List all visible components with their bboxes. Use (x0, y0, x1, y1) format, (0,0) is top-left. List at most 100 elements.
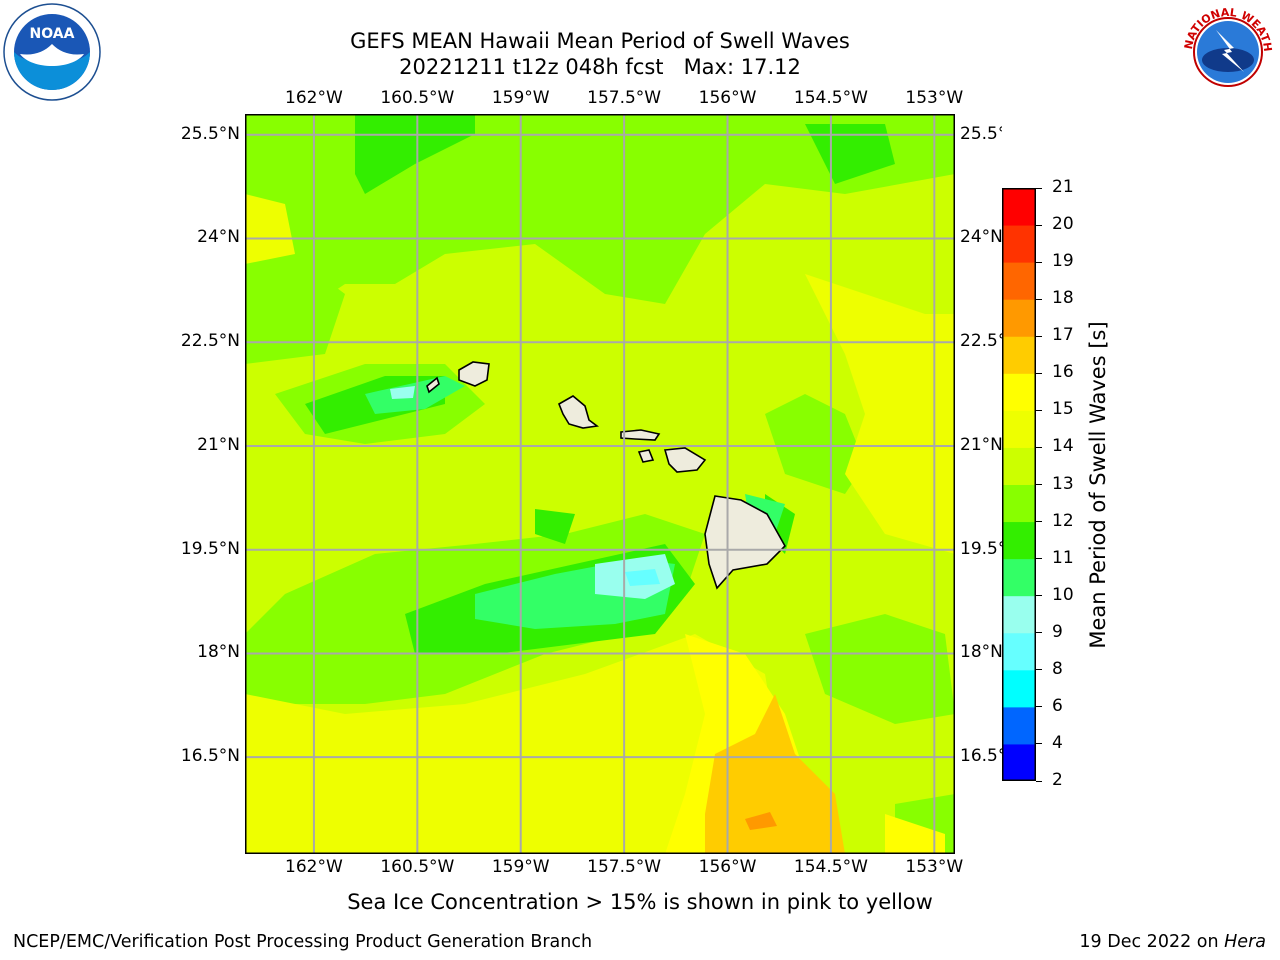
lon-tick-label: 162°W (285, 88, 343, 108)
colorbar-tick-label: 14 (1052, 436, 1074, 457)
colorbar-tick-label: 6 (1052, 695, 1063, 716)
field-14-15s (245, 194, 955, 854)
island-lanai (637, 449, 655, 463)
sea-ice-note: Sea Ice Concentration > 15% is shown in … (347, 890, 933, 914)
colorbar-segment (1002, 521, 1036, 560)
colorbar-segment (1002, 743, 1036, 781)
island-maui (663, 447, 707, 473)
footer-credit: NCEP/EMC/Verification Post Processing Pr… (13, 932, 593, 952)
lon-tick-label: 154.5°W (793, 857, 868, 877)
lon-tick-label: 153°W (905, 857, 964, 877)
colorbar-tick-mark (1036, 409, 1042, 411)
colorbar-tick-mark (1036, 558, 1042, 560)
colorbar-segment (1002, 336, 1036, 374)
svg-text:NOAA: NOAA (30, 26, 75, 42)
colorbar-tick-label: 19 (1052, 251, 1074, 272)
colorbar-segment (1002, 484, 1036, 523)
lat-tick-label: 22.5°N (180, 331, 240, 352)
colorbar-tick-mark (1036, 669, 1042, 671)
colorbar-tick-label: 9 (1052, 621, 1063, 642)
colorbar-tick-mark (1036, 743, 1042, 745)
colorbar-tick-label: 10 (1052, 584, 1074, 605)
graticule (245, 114, 955, 854)
field-16-17s (705, 694, 845, 854)
lat-tick-label: 24°N (197, 227, 240, 248)
field-17-18s (745, 812, 777, 830)
footer-date: 19 Dec 2022 on Hera (1079, 932, 1266, 952)
colorbar-segment (1002, 299, 1036, 337)
colorbar-tick-label: 4 (1052, 732, 1063, 753)
lat-tick-label: 18°N (960, 642, 1002, 663)
colorbar-segment (1002, 410, 1036, 448)
colorbar-segment (1002, 558, 1036, 597)
colorbar-segment (1002, 447, 1036, 485)
lon-tick-label: 156°W (698, 857, 757, 877)
colorbar-tick-label: 16 (1052, 362, 1074, 383)
colorbar-segment (1002, 669, 1036, 708)
colorbar-tick-mark (1036, 372, 1042, 374)
lat-tick-label: 16.5°N (180, 746, 240, 767)
colorbar-tick-label: 11 (1052, 547, 1074, 568)
lat-tick-label: 25.5°N (960, 123, 1002, 144)
lon-tick-label: 156°W (698, 88, 757, 108)
colorbar (1002, 188, 1036, 781)
nws-logo: NATIONAL WEATHER SERVICE (1178, 2, 1275, 99)
lat-tick-label: 18°N (197, 642, 240, 663)
map-title: GEFS MEAN Hawaii Mean Period of Swell Wa… (350, 29, 850, 53)
colorbar-segment (1002, 632, 1036, 671)
colorbar-tick-label: 20 (1052, 214, 1074, 235)
lat-tick-label: 16.5°N (960, 746, 1002, 767)
lon-tick-label: 160.5°W (380, 857, 455, 877)
swell-period-map (245, 114, 955, 854)
lon-tick-label: 159°W (491, 857, 550, 877)
island-molokai (620, 429, 661, 441)
colorbar-frame (1002, 188, 1036, 781)
island-niihau (426, 376, 440, 394)
colorbar-segment (1002, 262, 1036, 300)
lon-tick-label: 157.5°W (587, 857, 662, 877)
colorbar-tick-label: 12 (1052, 510, 1074, 531)
colorbar-tick-mark (1036, 298, 1042, 300)
field-8-9s (625, 569, 660, 586)
colorbar-tick-mark (1036, 484, 1042, 485)
colorbar-tick-mark (1036, 706, 1042, 708)
lat-tick-label: 21°N (197, 434, 240, 455)
lat-tick-label: 25.5°N (180, 123, 240, 144)
colorbar-segment (1002, 225, 1036, 263)
lon-tick-label: 154.5°W (793, 88, 868, 108)
lat-tick-label: 21°N (960, 434, 1002, 455)
lon-tick-label: 157.5°W (587, 88, 662, 108)
colorbar-tick-mark (1036, 261, 1042, 263)
colorbar-tick-label: 21 (1052, 177, 1074, 197)
lon-tick-label: 160.5°W (380, 88, 455, 108)
lon-tick-label: 153°W (905, 88, 964, 108)
island-kauai (458, 361, 490, 387)
colorbar-segment (1002, 373, 1036, 411)
lat-tick-label: 19.5°N (960, 538, 1002, 559)
lon-tick-label: 159°W (491, 88, 550, 108)
colorbar-tick-mark (1036, 632, 1042, 634)
noaa-logo: NOAA (3, 3, 101, 101)
lon-tick-label: 162°W (285, 857, 343, 877)
colorbar-tick-label: 8 (1052, 658, 1063, 679)
colorbar-label: Mean Period of Swell Waves [s] (1086, 321, 1110, 649)
colorbar-segment (1002, 188, 1036, 226)
lat-tick-label: 22.5°N (960, 331, 1002, 352)
colorbar-tick-mark (1036, 224, 1042, 226)
islands (426, 361, 786, 590)
colorbar-tick-mark (1036, 521, 1042, 523)
colorbar-segment (1002, 595, 1036, 634)
colorbar-tick-mark (1036, 780, 1042, 782)
lat-tick-label: 24°N (960, 227, 1002, 248)
map-subtitle: 20221211 t12z 048h fcst Max: 17.12 (399, 55, 801, 79)
colorbar-tick-label: 18 (1052, 288, 1074, 309)
map-frame (245, 114, 955, 854)
island-oahu (557, 395, 600, 429)
colorbar-tick-mark (1036, 187, 1042, 189)
colorbar-tick-label: 17 (1052, 325, 1074, 346)
colorbar-tick-mark (1036, 446, 1042, 448)
colorbar-tick-label: 15 (1052, 399, 1074, 420)
colorbar-tick-mark (1036, 595, 1042, 597)
lat-tick-label: 19.5°N (180, 538, 240, 559)
colorbar-segment (1002, 706, 1036, 745)
